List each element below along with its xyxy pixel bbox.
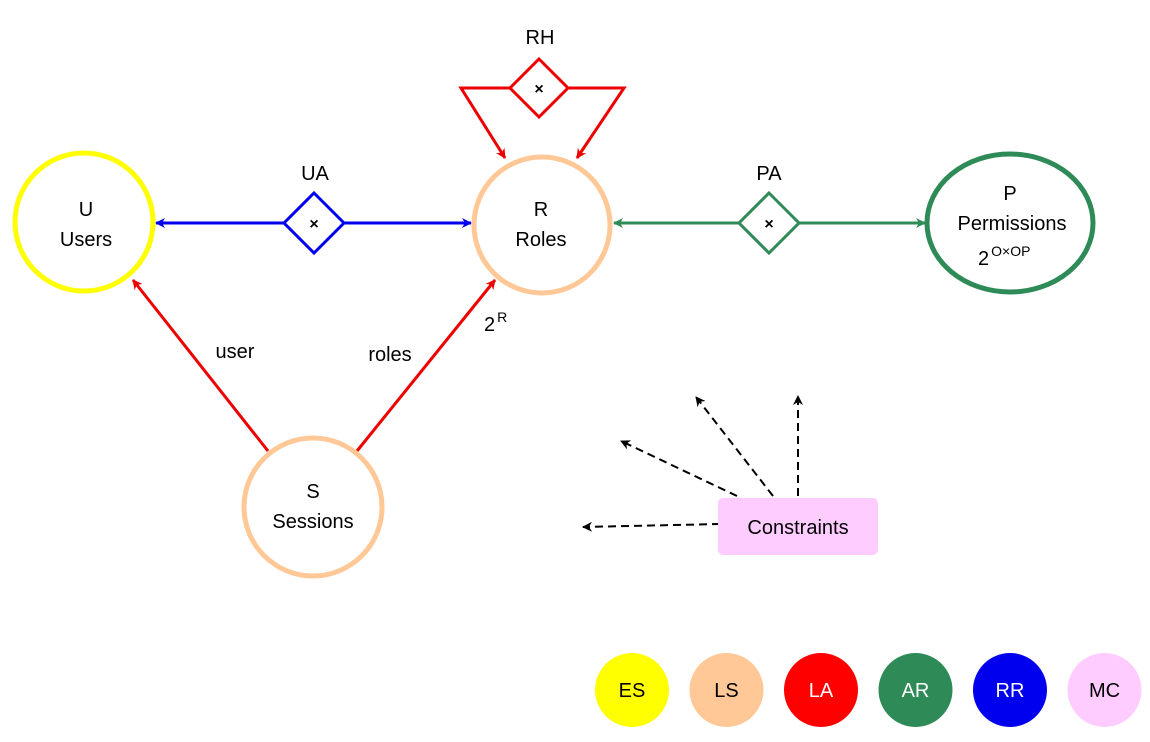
ua-label: UA [301,163,329,185]
rh-relation: × RH [458,27,627,159]
permissions-node: P Permissions 2 O×OP [924,151,1096,295]
legend-label-la: LA [809,680,834,702]
pa-relation: × PA [613,163,926,256]
roles-node-letter: R [534,199,548,221]
rh-symbol: × [534,81,543,98]
legend-swatch-rr [973,653,1047,727]
permissions-power-set: 2 O×OP [978,243,1030,270]
constraints-box [718,498,878,555]
sessions-node: S Sessions [241,435,385,579]
session-user-edge [131,279,270,452]
constraint-arrow-upper-left [620,440,738,497]
session-roles-edge [355,279,497,452]
users-node-letter: U [79,199,93,221]
legend-label-es: ES [619,680,646,702]
sessions-node-letter: S [306,481,319,503]
roles-node-name: Roles [515,229,566,251]
constraints-label: Constraints [747,517,848,539]
ua-relation: × UA [155,163,472,256]
legend-swatch-ar [878,653,953,727]
users-circle [12,150,156,294]
pa-diamond [736,190,802,256]
rh-label: RH [526,27,555,49]
rh-edge-right [568,86,627,159]
permissions-node-name: Permissions [958,213,1067,235]
roles-power-sup: R [497,309,507,325]
rh-diamond [507,56,571,120]
constraint-arrow-left [582,521,721,532]
legend-label-ar: AR [902,680,930,702]
rh-edge-left [458,86,510,159]
constraint-arrow-up-left [695,396,774,497]
legend: ES LS LA AR RR MC [595,653,1142,727]
sessions-circle [241,435,385,579]
permissions-node-letter: P [1003,183,1016,205]
pa-label: PA [756,163,782,185]
users-node-name: Users [60,229,112,251]
ua-symbol: × [309,216,318,233]
users-node: U Users [12,150,156,294]
permissions-power-sup: O×OP [991,243,1030,259]
legend-swatch-es [595,653,669,727]
legend-label-mc: MC [1089,680,1120,702]
user-edge-label: user [216,341,255,363]
roles-circle [471,154,613,296]
legend-swatch-la [784,653,858,727]
permissions-power-base: 2 [978,248,989,270]
legend-swatch-ls [689,653,764,727]
roles-power-base: 2 [484,314,495,336]
legend-label-ls: LS [714,680,738,702]
constraints-group: Constraints [582,395,878,555]
roles-edge-label: roles [368,344,411,366]
permissions-ellipse [924,151,1096,295]
ua-diamond [281,190,347,256]
roles-node: R Roles [471,154,613,296]
sessions-node-name: Sessions [272,511,353,533]
pa-symbol: × [764,216,773,233]
legend-label-rr: RR [996,680,1025,702]
legend-swatch-mc [1067,653,1142,727]
